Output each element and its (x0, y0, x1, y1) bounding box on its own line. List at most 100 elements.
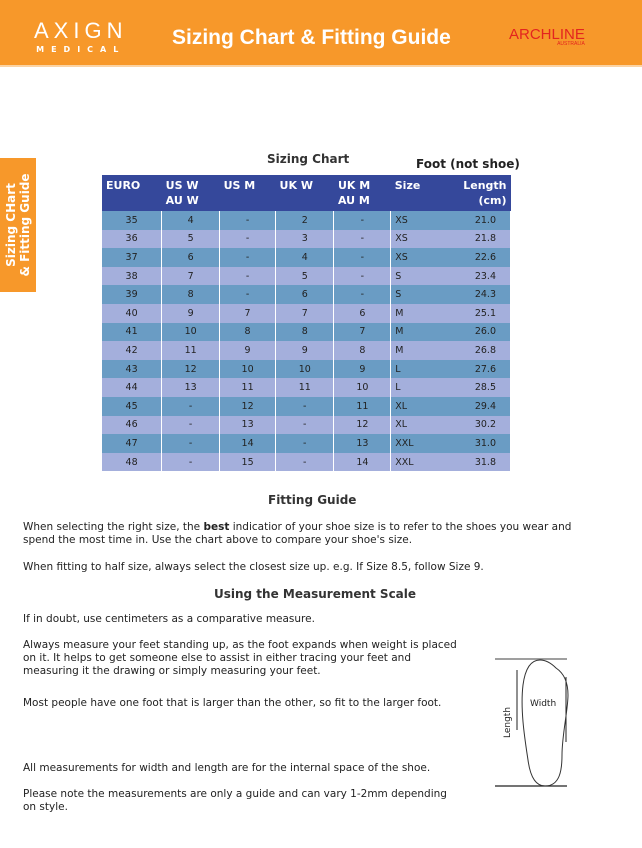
table-cell: XS (390, 248, 439, 267)
table-cell: 25.1 (438, 303, 512, 323)
table-cell: 11 (161, 341, 221, 360)
table-cell: 13 (219, 415, 277, 435)
table-cell: - (219, 248, 277, 267)
table-cell: 21.8 (438, 229, 512, 249)
column-header: UK M AU M (333, 175, 391, 211)
table-row: 40 9 7 7 6 M 25.1 (102, 303, 512, 323)
table-cell: XL (390, 396, 439, 416)
table-cell: L (390, 359, 439, 379)
table-cell: 3 (275, 229, 335, 249)
table-row: 41 10 8 8 7 M 26.0 (102, 322, 512, 342)
table-cell: 5 (161, 229, 221, 249)
table-cell: XXL (390, 452, 439, 472)
measure-paragraph-4: All measurements for width and length ar… (23, 762, 431, 774)
table-cell: 26.8 (438, 341, 512, 360)
table-cell: 39 (102, 285, 163, 304)
table-cell: 31.0 (438, 434, 512, 453)
table-cell: 12 (333, 415, 392, 435)
table-cell: 22.6 (438, 248, 512, 267)
measurement-title: Using the Measurement Scale (214, 587, 417, 601)
column-header: Size (390, 175, 439, 211)
table-cell: 28.5 (438, 378, 512, 397)
table-cell: 21.0 (438, 211, 512, 230)
table-cell: - (219, 229, 277, 249)
table-row: 46-13-12 XL 30.2 (102, 415, 512, 435)
table-cell: 4 (161, 211, 221, 230)
measure-paragraph-5: Please note the measurements are only a … (23, 788, 447, 813)
table-cell: 30.2 (438, 415, 512, 435)
page-title: Sizing Chart & Fitting Guide (172, 26, 451, 49)
fitting-guide-title: Fitting Guide (268, 493, 357, 507)
column-header: EURO (102, 175, 162, 211)
table-cell: - (161, 396, 221, 416)
logo-subtext: MEDICAL (36, 45, 126, 54)
table-cell: 6 (161, 248, 221, 267)
table-cell: 27.6 (438, 359, 512, 379)
table-row: 44 13 11 11 10 L 28.5 (102, 378, 512, 397)
table-cell: - (161, 452, 221, 472)
table-cell: 35 (102, 211, 163, 230)
table-cell: M (390, 341, 439, 360)
table-cell: 8 (275, 322, 335, 342)
fitting-paragraph-1: When selecting the right size, the best … (23, 521, 572, 546)
table-cell: - (275, 434, 335, 453)
table-cell: - (161, 415, 221, 435)
table-cell: 44 (102, 378, 163, 397)
table-cell: 8 (219, 322, 277, 342)
width-label: Width (530, 699, 556, 709)
table-row: 47-14-13 XXL 31.0 (102, 434, 512, 453)
table-cell: 10 (161, 322, 221, 342)
table-cell: - (219, 211, 277, 230)
table-cell: 9 (333, 359, 392, 379)
table-cell: M (390, 322, 439, 342)
table-cell: 9 (161, 303, 221, 323)
table-cell: 48 (102, 452, 163, 472)
table-cell: M (390, 303, 439, 323)
table-cell: - (275, 415, 335, 435)
measure-paragraph-1: If in doubt, use centimeters as a compar… (23, 613, 315, 625)
table-cell: - (333, 285, 392, 304)
table-cell: XXL (390, 434, 439, 453)
side-tab-line2: & Fitting Guide (18, 173, 32, 277)
table-cell: S (390, 266, 439, 286)
sizing-table: EURO US W AU W US M UK W UK M AU M Size Length (c… (102, 175, 512, 472)
table-row: 42 11 9 9 8 M 26.8 (102, 341, 512, 360)
fitting-paragraph-2: When fitting to half size, always select… (23, 561, 484, 573)
table-row: 38 7-5- S 23.4 (102, 266, 512, 286)
table-cell: 37 (102, 248, 163, 267)
table-cell: - (333, 248, 392, 267)
table-row: 43 12 10 10 9 L 27.6 (102, 359, 512, 379)
table-cell: 5 (275, 266, 335, 286)
brand-subtext: AUSTRALIA (557, 41, 585, 47)
table-cell: 8 (333, 341, 392, 360)
table-cell: XS (390, 211, 439, 230)
table-cell: - (219, 285, 277, 304)
column-header: US M (219, 175, 276, 211)
table-cell: 43 (102, 359, 163, 379)
table-cell: 12 (161, 359, 221, 379)
table-cell: 13 (333, 434, 392, 453)
table-cell: 23.4 (438, 266, 512, 286)
table-cell: 10 (275, 359, 335, 379)
table-cell: 15 (219, 452, 277, 472)
table-cell: 41 (102, 322, 163, 342)
table-cell: - (275, 452, 335, 472)
table-cell: 26.0 (438, 322, 512, 342)
chart-title: Sizing Chart (267, 152, 350, 166)
table-cell: - (333, 211, 392, 230)
foot-note: Foot (not shoe) (416, 157, 520, 171)
table-cell: 7 (333, 322, 392, 342)
table-cell: 10 (219, 359, 277, 379)
archline-logo: ARCHLINE AUSTRALIA (509, 26, 585, 47)
column-header: US W AU W (161, 175, 220, 211)
column-header: Length (cm) (438, 175, 511, 211)
measure-paragraph-3: Most people have one foot that is larger… (23, 697, 442, 709)
table-cell: 36 (102, 229, 163, 249)
column-header: UK W (275, 175, 334, 211)
table-cell: 14 (219, 434, 277, 453)
side-tab: Sizing CHart & Fitting Guide (0, 158, 36, 292)
table-cell: 9 (219, 341, 277, 360)
table-cell: 9 (275, 341, 335, 360)
table-cell: 7 (275, 303, 335, 323)
table-cell: 4 (275, 248, 335, 267)
